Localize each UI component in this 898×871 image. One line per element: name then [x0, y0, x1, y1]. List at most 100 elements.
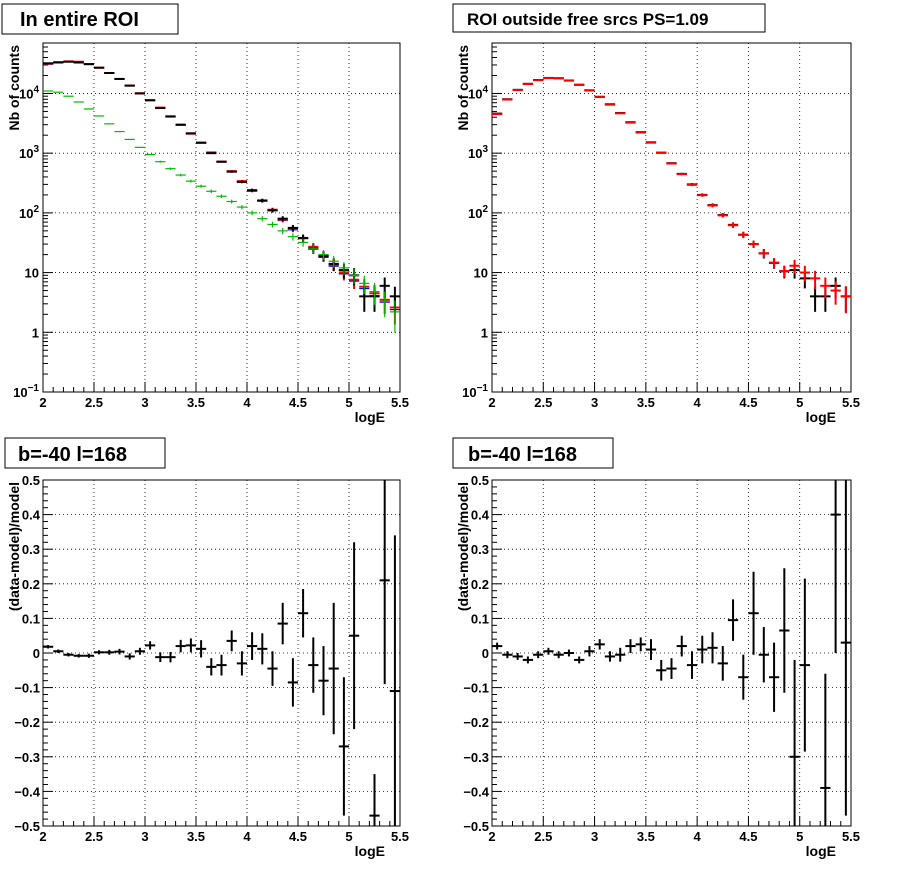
- y-tick-label: 0: [33, 646, 40, 661]
- y-tick-label: −0.2: [463, 715, 489, 730]
- data-point: [308, 637, 319, 693]
- chart-title: In entire ROI: [20, 9, 139, 31]
- x-tick-label: 5: [796, 829, 803, 844]
- data-point: [247, 210, 258, 216]
- chart-title: b=-40 l=168: [468, 444, 577, 466]
- data-point: [287, 233, 298, 241]
- y-tick-label: 1: [481, 325, 488, 340]
- data-point: [338, 677, 349, 816]
- data-point: [697, 635, 708, 664]
- data-point: [83, 653, 94, 658]
- data-point: [584, 646, 595, 657]
- y-tick-label: −0.4: [463, 784, 489, 799]
- data-point: [748, 571, 759, 655]
- data-point: [257, 633, 268, 665]
- data-point: [697, 193, 708, 197]
- x-tick-label: 2.5: [534, 829, 552, 844]
- data-point: [789, 659, 800, 826]
- plot-frame: [491, 42, 852, 393]
- data-point: [379, 480, 390, 685]
- data-point: [257, 198, 268, 203]
- data-point: [236, 651, 247, 676]
- data-point: [236, 180, 247, 184]
- data-point: [328, 256, 339, 268]
- data-series-1: [492, 480, 851, 826]
- data-point: [820, 673, 831, 826]
- x-tick-label: 4: [694, 829, 702, 844]
- data-point: [369, 774, 380, 826]
- y-tick-label: 0.2: [22, 577, 40, 592]
- data-point: [727, 599, 739, 641]
- y-tick-label: 0.4: [471, 508, 490, 523]
- data-point: [656, 659, 667, 681]
- plot-area: [492, 480, 851, 826]
- y-tick-label: 102: [468, 204, 488, 221]
- y-tick-label: 0.1: [22, 611, 40, 626]
- data-point: [134, 647, 145, 655]
- plot-area: [43, 480, 400, 826]
- y-tick-label: 10−1: [13, 383, 39, 400]
- data-point: [257, 216, 268, 222]
- data-point: [196, 640, 207, 658]
- chart-panel-3: 2 2.5 3 3.5 4 4.5 5 5.5 −0.5 −0.4 −0.3 −0.2 −0.1 0 0.1…: [4, 437, 409, 859]
- data-point: [625, 639, 636, 653]
- y-tick-label: −0.1: [463, 681, 489, 696]
- x-tick-label: 4.5: [289, 829, 307, 844]
- y-tick-label: −0.3: [463, 750, 489, 765]
- title-box: [452, 3, 766, 33]
- data-point: [328, 602, 339, 735]
- y-tick-label: −0.5: [463, 819, 489, 834]
- x-tick-label: 4: [694, 395, 702, 410]
- y-tick-label: 103: [19, 144, 39, 161]
- data-point: [53, 649, 64, 653]
- data-point: [267, 651, 278, 686]
- data-point: [236, 204, 247, 210]
- data-point: [789, 259, 800, 274]
- data-point: [73, 654, 84, 658]
- x-tick-label: 2: [488, 395, 495, 410]
- data-point: [308, 244, 319, 254]
- data-point: [768, 642, 780, 712]
- y-axis-label: (data-model)/model: [6, 482, 22, 611]
- x-tick-label: 4: [243, 395, 251, 410]
- data-point: [645, 639, 657, 660]
- x-tick-label: 2: [488, 829, 495, 844]
- data-point: [820, 277, 831, 299]
- x-tick-label: 3.5: [637, 829, 655, 844]
- data-point: [758, 627, 769, 683]
- data-point: [707, 632, 718, 664]
- data-point: [748, 240, 759, 249]
- data-point: [226, 170, 237, 173]
- data-point: [226, 630, 237, 652]
- data-point: [512, 653, 523, 660]
- x-tick-label: 3: [141, 395, 148, 410]
- title-box: [1, 3, 179, 35]
- data-point: [155, 160, 166, 163]
- data-point: [738, 231, 749, 239]
- x-tick-label: 2: [39, 395, 46, 410]
- data-point: [359, 275, 370, 295]
- data-point: [206, 189, 217, 194]
- y-tick-label: −0.2: [14, 715, 40, 730]
- plot-area: [492, 76, 851, 314]
- chart-panel-2: 2 2.5 3 3.5 4 4.5 5 5.5 10−1 1 10 102 103 104 logE Nb o…: [452, 3, 860, 425]
- data-point: [349, 268, 360, 285]
- data-point: [379, 291, 390, 318]
- y-tick-label: 0: [482, 646, 489, 661]
- chart-panel-4: 2 2.5 3 3.5 4 4.5 5 5.5 −0.5 −0.4 −0.3 −0.2 −0.1 0 0.1…: [452, 437, 860, 859]
- x-tick-label: 5.5: [391, 829, 409, 844]
- data-point: [830, 480, 841, 653]
- x-axis-label: logE: [355, 843, 385, 859]
- data-point: [779, 265, 790, 278]
- data-point: [543, 647, 554, 655]
- y-tick-label: 102: [19, 204, 39, 221]
- data-point: [318, 646, 329, 716]
- y-tick-label: 10−1: [462, 383, 488, 400]
- data-point: [185, 638, 196, 653]
- x-tick-label: 4.5: [739, 395, 757, 410]
- x-tick-label: 2.5: [534, 395, 552, 410]
- data-point: [175, 639, 186, 653]
- data-series-2: [492, 77, 851, 314]
- y-tick-label: 0.2: [471, 577, 489, 592]
- y-tick-label: 0.5: [22, 473, 40, 488]
